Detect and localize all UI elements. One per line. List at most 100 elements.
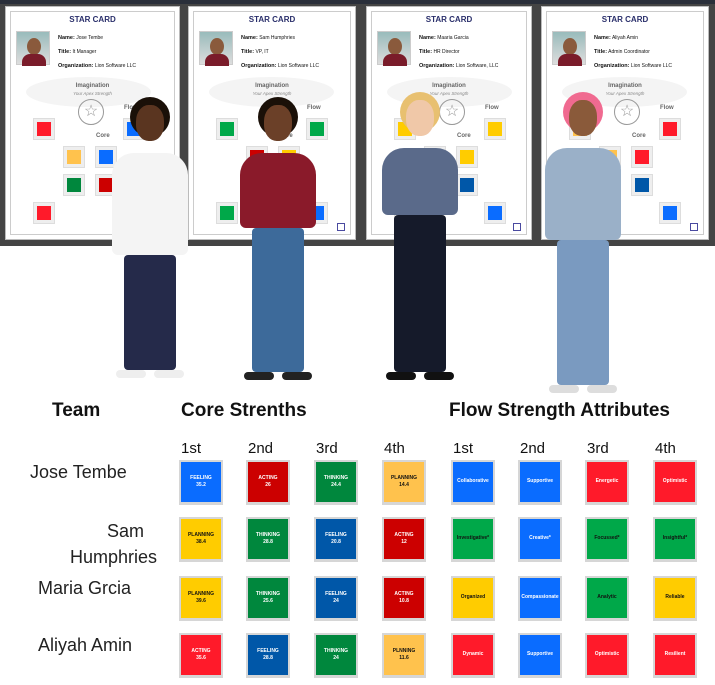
mini-tile <box>33 202 55 224</box>
core-strength-tile: FEELING 20.8 <box>314 517 358 562</box>
core-strength-tile: PLANNING 38.4 <box>179 517 223 562</box>
shoulders <box>205 54 229 66</box>
strength-name: FEELING <box>257 647 279 654</box>
org: Lion Software LLC <box>277 63 319 69</box>
card-field: Title: VP, IT <box>241 49 269 55</box>
core-label: Core <box>632 133 646 139</box>
attribute-name: Insightful* <box>662 535 688 542</box>
flow-attribute-tile: Insightful* <box>653 517 697 562</box>
title-label: Title: <box>419 49 433 55</box>
tile-face: Resilient <box>655 635 695 675</box>
strength-score: 38.4 <box>196 539 206 545</box>
apex-strength-label: Your Apex Strength <box>252 91 292 96</box>
attribute-name: Collaborative <box>457 478 489 485</box>
strength-score: 26 <box>265 482 271 488</box>
strength-score: 28.8 <box>263 539 273 545</box>
legs <box>557 240 609 385</box>
column-label: 2nd <box>520 440 546 457</box>
name: Maaria Garcia <box>437 35 469 41</box>
column-label: 1st <box>181 440 202 457</box>
shoe <box>244 372 274 380</box>
strength-name: PLANNING <box>187 531 215 538</box>
tile-face: Reliable <box>655 578 695 618</box>
flow-attributes-heading: Flow Strength Attributes <box>449 400 670 421</box>
logo-icon <box>337 223 345 231</box>
legs <box>394 215 446 372</box>
attribute-name: Reliable <box>665 594 685 601</box>
head <box>264 105 292 141</box>
card-field: Title: HR Director <box>419 49 460 55</box>
tile-face: THINKING 24 <box>316 635 356 675</box>
strength-name: ACTING <box>258 474 278 481</box>
attribute-name: Focussed* <box>594 535 620 542</box>
flow-attribute-tile: Analytic <box>585 576 629 621</box>
tile-face: PLNNING 11.6 <box>384 635 424 675</box>
tile-face: Focussed* <box>587 519 627 559</box>
tile-face: ACTING 12 <box>384 519 424 559</box>
core-strength-tile: PLANNING 14.4 <box>382 460 426 505</box>
flow-attribute-tile: Supportive <box>518 633 562 678</box>
legs <box>124 255 176 370</box>
column-label: 1st <box>453 440 474 457</box>
tile-face: Creative* <box>520 519 560 559</box>
strength-name: PLANNING <box>187 590 215 597</box>
tile-face: FEELING 28.8 <box>248 635 288 675</box>
title-label: Title: <box>594 49 608 55</box>
tile-face: PLANNING 14.4 <box>384 462 424 502</box>
card-field: Name: Maaria Garcia <box>419 35 469 41</box>
apex-strength-label: Your Apex Strength <box>73 91 112 96</box>
tile-face: Optimistic <box>587 635 627 675</box>
card-border <box>10 11 175 235</box>
mini-tile <box>216 118 238 140</box>
strength-score: 24.4 <box>331 482 341 488</box>
tile-face: FEELING 24 <box>316 578 356 618</box>
org: Lion Software, LLC <box>455 63 499 69</box>
mini-tile <box>659 118 681 140</box>
shoulders <box>558 54 582 66</box>
org-label: Organization: <box>58 63 94 69</box>
shoulders <box>383 54 407 66</box>
tile-face: Collaborative <box>453 462 493 502</box>
mini-tile <box>659 202 681 224</box>
mini-tile <box>631 146 653 168</box>
imagination-label: Imagination <box>75 83 110 89</box>
flow-attribute-tile: Collaborative <box>451 460 495 505</box>
tile-face: PLANNING 39.6 <box>181 578 221 618</box>
head <box>406 100 434 136</box>
core-label: Core <box>457 133 471 139</box>
flow-attribute-tile: Organized <box>451 576 495 621</box>
card-field: Title: Admin Coordinator <box>594 49 650 55</box>
strength-name: ACTING <box>394 590 414 597</box>
name: Sam Humphries <box>259 35 296 41</box>
tile-face: Organized <box>453 578 493 618</box>
card-title: STAR CARD <box>425 15 473 24</box>
title-label: Title: <box>241 49 255 55</box>
flow-attribute-tile: Compassionate <box>518 576 562 621</box>
name-label: Name: <box>58 35 75 41</box>
mini-tile <box>456 174 478 196</box>
person-figure <box>370 0 470 400</box>
flow-attribute-tile: Energetic <box>585 460 629 505</box>
torso <box>112 153 188 255</box>
org: Lion Software LLC <box>630 63 672 69</box>
shoulders <box>22 54 46 66</box>
core-strength-tile: ACTING 35.6 <box>179 633 223 678</box>
flow-label: Flow <box>307 105 321 111</box>
imagination-label: Imagination <box>608 83 642 89</box>
member-name: Sam Humphries <box>70 521 158 567</box>
column-label: 3rd <box>587 440 609 457</box>
flow-attribute-tile: Reliable <box>653 576 697 621</box>
strength-name: FEELING <box>190 474 212 481</box>
star-icon: ☆ <box>78 99 104 125</box>
strength-name: THINKING <box>323 474 349 481</box>
org: Lion Software LLC <box>94 63 136 69</box>
imagination-label: Imagination <box>432 83 466 89</box>
strength-score: 35.2 <box>196 482 206 488</box>
tile-face: Optimistic <box>655 462 695 502</box>
torso <box>382 148 458 215</box>
team-heading: Team <box>52 400 101 421</box>
flow-attribute-tile: Resilient <box>653 633 697 678</box>
flow-attribute-tile: Dynamic <box>451 633 495 678</box>
title-value: It Manager <box>72 49 97 55</box>
org-label: Organization: <box>241 63 277 69</box>
